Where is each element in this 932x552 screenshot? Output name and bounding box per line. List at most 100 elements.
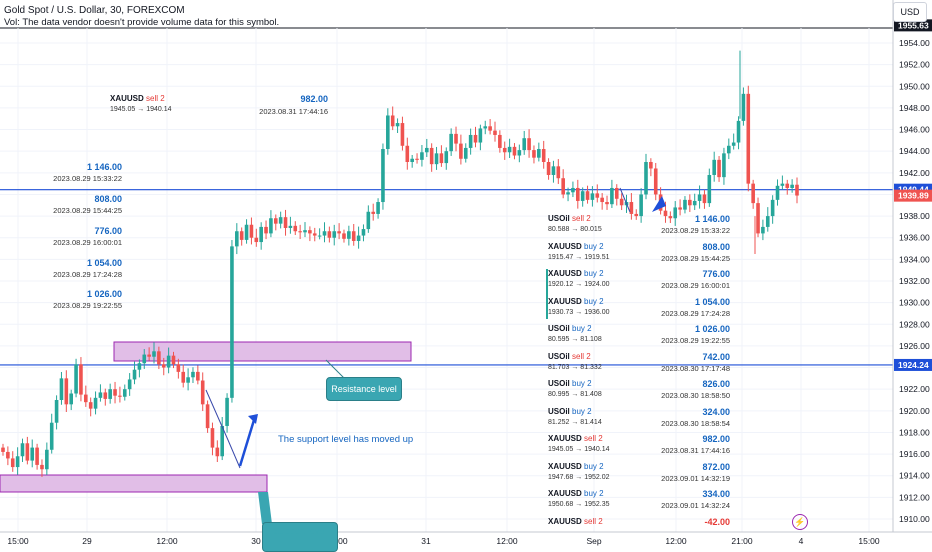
- trade-value: 1 146.00: [694, 214, 730, 224]
- candle: [361, 224, 366, 242]
- candle-body: [600, 197, 604, 203]
- candle-body: [683, 199, 687, 210]
- trade-prices: 1945.05 → 1940.14: [548, 446, 610, 453]
- candle-body: [463, 147, 468, 159]
- candle-body: [390, 115, 395, 127]
- y-tick-label: 1930.00: [899, 298, 930, 308]
- candle: [235, 223, 239, 255]
- candle: [463, 143, 468, 163]
- candle-body: [142, 354, 147, 364]
- candle-body: [361, 229, 366, 236]
- trade-time: 2023.08.29 15:33:22: [661, 226, 730, 235]
- trend-arrow-line: [205, 389, 241, 469]
- candle-body: [712, 159, 716, 175]
- candle: [69, 389, 73, 411]
- x-tick-label: 29: [82, 536, 92, 546]
- top-trade-symbol: XAUUSD: [110, 94, 144, 103]
- candle-body: [541, 149, 546, 162]
- lightning-icon[interactable]: ⚡: [792, 514, 808, 530]
- trade-time: 2023.08.30 17:17:48: [661, 363, 730, 373]
- candle: [118, 386, 122, 403]
- candle-body: [498, 134, 502, 148]
- candle-body: [69, 393, 73, 405]
- candle-body: [93, 397, 98, 409]
- trade-time: 2023.08.30 18:58:54: [661, 418, 730, 428]
- candle: [200, 372, 205, 412]
- candle-body: [118, 395, 122, 397]
- trade-symbol: USOil: [548, 351, 573, 361]
- candle-body: [517, 150, 522, 156]
- candle-body: [697, 194, 702, 201]
- candle: [390, 106, 395, 131]
- candle: [585, 185, 590, 204]
- candle-body: [527, 138, 531, 151]
- trend-arrow-line-right: [619, 187, 631, 213]
- candle-body: [337, 231, 341, 234]
- candle-body: [249, 224, 254, 238]
- time-axis[interactable]: 15:002912:003012:003112:00Sep12:0021:004…: [0, 531, 932, 546]
- candle: [40, 459, 44, 477]
- trade-group-marker: [546, 269, 548, 319]
- candle: [712, 151, 716, 182]
- price-axis[interactable]: 1910.00 1912.00 1914.00 1916.00 1918.00 1920.…: [892, 0, 932, 550]
- candle-body: [649, 162, 653, 169]
- trade-time: 2023.09.01 14:32:24: [661, 501, 730, 510]
- candle: [678, 199, 682, 216]
- candle: [225, 393, 229, 433]
- y-tick-label: 1914.00: [899, 471, 930, 481]
- candle-body: [395, 123, 400, 127]
- candle-body: [459, 143, 463, 159]
- support-moved-note: The support level has moved up: [278, 434, 414, 445]
- x-tick-label: 21:00: [731, 536, 753, 546]
- candle: [74, 358, 78, 398]
- top-trade-side: sell 2: [146, 94, 165, 103]
- candle-body: [79, 364, 83, 395]
- candle-body: [196, 371, 200, 381]
- candle: [122, 384, 127, 401]
- candle-body: [127, 379, 132, 390]
- x-tick-label: 4: [799, 536, 804, 546]
- candle-body: [35, 447, 39, 465]
- candle: [230, 239, 234, 403]
- up-arrow-shaft: [238, 419, 256, 467]
- y-tick-label: 1910.00: [899, 514, 930, 524]
- trade-symbol: USOil: [548, 324, 573, 333]
- candle-body: [619, 198, 624, 206]
- trade-symbol: USOil: [548, 214, 573, 223]
- candle: [561, 169, 565, 199]
- candle: [337, 223, 341, 240]
- candle-body: [434, 153, 439, 165]
- trade-side: sell 2: [584, 516, 603, 526]
- candle: [142, 349, 147, 369]
- candle: [254, 228, 259, 247]
- candle-body: [532, 150, 536, 158]
- x-tick-label: 15:00: [7, 536, 29, 546]
- candle-body: [20, 443, 25, 457]
- candle: [79, 357, 83, 402]
- candle-body: [161, 364, 166, 368]
- trade-prices: 81.252 → 81.414: [548, 418, 602, 426]
- candle: [1, 443, 5, 456]
- candle-body: [775, 185, 780, 200]
- candle-body: [405, 145, 410, 162]
- candle: [731, 133, 736, 150]
- candle-body: [171, 355, 176, 365]
- candle-body: [1, 447, 5, 452]
- zone-layer: [0, 341, 412, 493]
- candle: [215, 440, 220, 462]
- candle-body: [483, 126, 488, 129]
- candle: [161, 357, 166, 376]
- symbol-title[interactable]: Gold Spot / U.S. Dollar, 30, FOREXCOM: [4, 5, 185, 16]
- candle-body: [444, 151, 449, 164]
- candle-body: [157, 351, 161, 365]
- candle-body: [556, 166, 561, 179]
- candle-body: [765, 216, 770, 227]
- trade-entry: XAUUSD buy 2 1947.68 → 1952.02: [548, 462, 610, 483]
- candle: [30, 439, 35, 468]
- candle-body: [575, 187, 580, 201]
- currency-button[interactable]: USD: [893, 2, 927, 22]
- candle: [478, 124, 483, 151]
- candle: [644, 153, 648, 200]
- candle-body: [322, 231, 327, 236]
